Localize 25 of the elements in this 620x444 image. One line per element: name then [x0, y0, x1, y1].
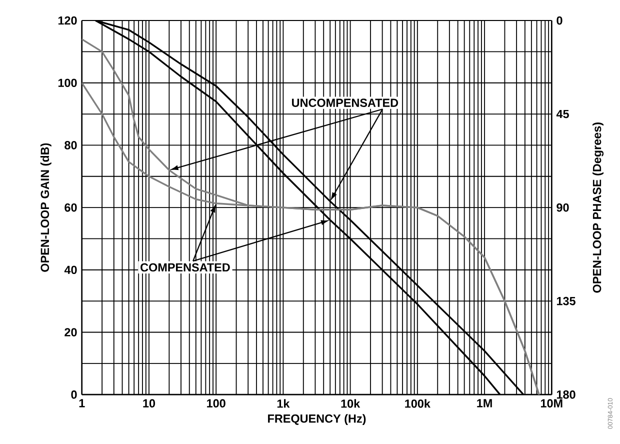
annotation: UNCOMPENSATED	[292, 98, 398, 107]
y2-axis-title: OPEN-LOOP PHASE (Degrees)	[592, 122, 604, 293]
y-tick-label: 40	[64, 266, 77, 274]
y-tick-label: 120	[58, 16, 77, 25]
x-tick-label: 10	[143, 399, 156, 408]
annotation: COMPENSATED	[140, 263, 230, 272]
y2-tick-label: 0	[556, 16, 562, 25]
x-tick-label: 100k	[405, 399, 430, 408]
y-axis-title: OPEN-LOOP GAIN (dB)	[40, 143, 52, 272]
y-tick-label: 60	[64, 203, 77, 212]
x-tick-label: 100	[207, 399, 226, 408]
x-axis-title: FREQUENCY (Hz)	[268, 414, 366, 426]
y-tick-label: 80	[64, 141, 77, 150]
y2-tick-label: 45	[556, 110, 569, 118]
y-tick-label: 20	[64, 328, 77, 336]
x-tick-label: 1	[79, 399, 85, 408]
y-tick-label: 100	[58, 78, 77, 87]
x-tick-label: 10k	[341, 399, 360, 408]
x-tick-label: 10M	[540, 399, 562, 408]
y-tick-label: 0	[71, 390, 77, 399]
y2-tick-label: 180	[556, 390, 576, 399]
x-tick-label: 1k	[277, 399, 290, 408]
x-tick-label: 1M	[477, 399, 492, 408]
y2-tick-label: 135	[556, 296, 576, 306]
y2-tick-label: 90	[556, 203, 569, 212]
